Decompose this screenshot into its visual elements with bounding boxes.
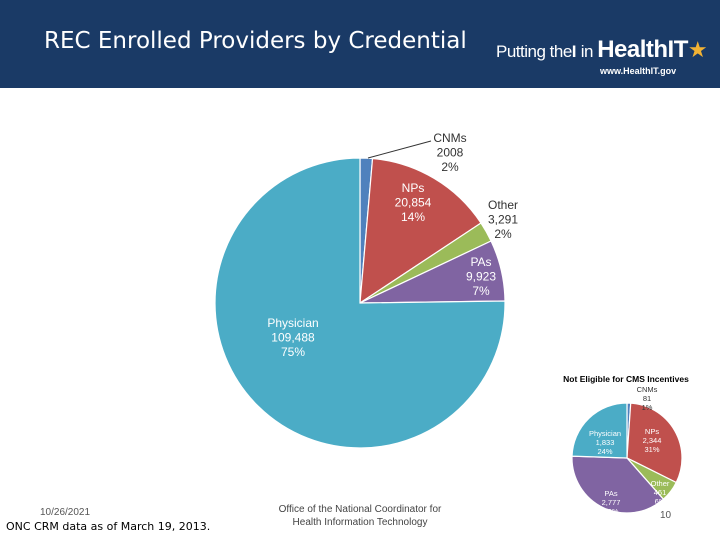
logo-brand: HealthIT <box>597 36 688 63</box>
main-label-other-name: Other <box>488 198 518 212</box>
main-label-nps-name: NPs <box>402 181 425 195</box>
main-label-other-value: 3,291 <box>488 212 518 226</box>
footer-office: Office of the National Coordinator for H… <box>262 503 458 529</box>
footer-office-line2: Health Information Technology <box>292 517 428 528</box>
page-number: 10 <box>660 510 672 521</box>
small-label-other-percent: 6% <box>655 497 666 506</box>
footer-office-line1: Office of the National Coordinator for <box>278 504 442 515</box>
main-label-physician-percent: 75% <box>281 345 305 359</box>
main-label-pas-name: PAs <box>470 255 491 269</box>
footer-source: ONC CRM data as of March 19, 2013. <box>6 520 211 533</box>
main-label-pas-percent: 7% <box>472 284 490 298</box>
small-label-other-value: 461 <box>654 488 667 497</box>
small-slice-pas <box>571 455 665 514</box>
small-label-physician-value: 1,833 <box>596 438 615 447</box>
small-label-cnms-percent: 1% <box>642 403 653 412</box>
logo-prefix: Putting the <box>496 42 572 61</box>
main-pie-chart: CNMs20082%NPs20,85414%Other3,2912%PAs9,9… <box>214 131 518 449</box>
footer-date: 10/26/2021 <box>40 507 91 518</box>
star-icon: ★ <box>687 37 708 62</box>
healthit-logo: Putting theI in HealthIT★ <box>496 36 708 64</box>
small-label-pas-percent: 38% <box>603 507 618 516</box>
small-label-cnms-value: 81 <box>643 394 651 403</box>
logo-url: www.HealthIT.gov <box>600 66 677 76</box>
small-label-pas-value: 2,777 <box>602 498 621 507</box>
not-eligible-chart-title: Not Eligible for CMS Incentives <box>563 374 689 384</box>
main-label-nps-value: 20,854 <box>395 195 432 209</box>
small-label-nps-percent: 31% <box>644 445 659 454</box>
small-label-nps-name: NPs <box>645 427 659 436</box>
main-label-cnms-percent: 2% <box>441 160 459 174</box>
small-label-other-name: Other <box>651 479 670 488</box>
main-label-physician-name: Physician <box>267 316 318 330</box>
small-label-nps-value: 2,344 <box>643 436 662 445</box>
main-label-physician-value: 109,488 <box>271 330 315 344</box>
main-label-pas-value: 9,923 <box>466 269 496 283</box>
small-slice-physician <box>571 402 628 459</box>
small-label-physician-percent: 24% <box>597 447 612 456</box>
small-label-pas-name: PAs <box>604 489 617 498</box>
main-slice-nps <box>359 157 482 305</box>
main-label-cnms-value: 2008 <box>437 145 464 159</box>
header-bar: REC Enrolled Providers by Credential Put… <box>0 0 720 88</box>
main-slice-physician <box>214 157 506 449</box>
main-label-nps-percent: 14% <box>401 210 425 224</box>
main-label-cnms-name: CNMs <box>433 131 466 145</box>
small-label-cnms-name: CNMs <box>637 385 658 394</box>
cnm-leader-line <box>367 140 432 159</box>
small-label-physician-name: Physician <box>589 429 621 438</box>
page-title: REC Enrolled Providers by Credential <box>44 28 467 54</box>
small-slice-nps <box>626 402 683 484</box>
logo-i: I <box>571 42 577 61</box>
logo-mid: in <box>576 42 598 61</box>
main-label-other-percent: 2% <box>494 227 512 241</box>
